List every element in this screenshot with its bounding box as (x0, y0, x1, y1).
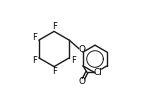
FancyBboxPatch shape (51, 69, 57, 75)
Text: O: O (78, 44, 85, 54)
FancyBboxPatch shape (31, 34, 37, 41)
FancyBboxPatch shape (80, 79, 85, 84)
Text: F: F (52, 22, 56, 31)
Text: Cl: Cl (94, 68, 103, 77)
Text: F: F (32, 56, 37, 65)
FancyBboxPatch shape (51, 23, 57, 29)
Text: F: F (71, 56, 76, 65)
Text: O: O (79, 77, 86, 86)
FancyBboxPatch shape (95, 69, 101, 75)
Text: F: F (32, 33, 37, 42)
FancyBboxPatch shape (79, 46, 84, 52)
FancyBboxPatch shape (71, 57, 77, 64)
FancyBboxPatch shape (31, 57, 37, 64)
Text: F: F (52, 67, 56, 76)
